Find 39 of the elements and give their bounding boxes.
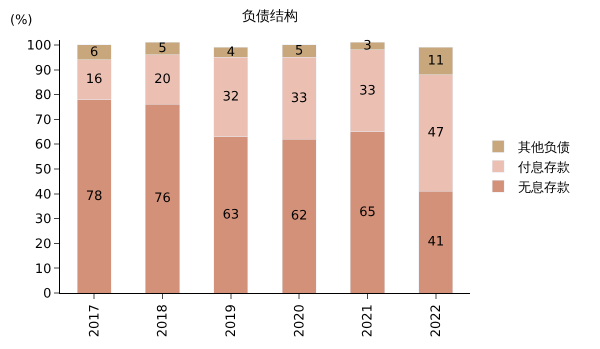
x-tick-label: 2019 <box>224 304 240 338</box>
y-tick-label: 20 <box>34 236 52 252</box>
x-tick-label: 2017 <box>87 304 102 338</box>
y-tick-label: 40 <box>34 187 52 202</box>
data-label: 4 <box>226 44 235 60</box>
y-tick-label: 100 <box>26 38 52 54</box>
y-tick-label: 60 <box>34 138 52 153</box>
y-axis-title: (%) <box>10 13 32 28</box>
legend-label: 其他负债 <box>518 140 570 156</box>
data-label: 76 <box>154 191 171 206</box>
data-label: 33 <box>359 83 376 98</box>
y-tick-label: 80 <box>34 88 52 104</box>
data-label: 78 <box>86 188 102 204</box>
data-label: 16 <box>86 72 102 88</box>
y-tick-label: 90 <box>34 63 52 78</box>
data-label: 5 <box>158 41 167 56</box>
y-tick-label: 70 <box>34 112 52 128</box>
data-label: 41 <box>428 234 444 250</box>
data-label: 65 <box>359 204 376 220</box>
data-label: 33 <box>290 90 308 106</box>
x-tick-label: 2020 <box>292 304 308 338</box>
data-label: 32 <box>222 90 240 105</box>
data-label: 63 <box>222 207 240 222</box>
y-tick-label: 10 <box>34 262 52 277</box>
y-tick-label: 50 <box>34 162 52 178</box>
x-tick-label: 2021 <box>360 304 376 338</box>
x-tick-label: 2022 <box>429 304 444 338</box>
y-tick-label: 0 <box>43 286 52 302</box>
legend-label: 付息存款 <box>517 160 570 176</box>
data-label: 6 <box>90 44 98 60</box>
data-label: 20 <box>154 72 171 88</box>
data-label: 5 <box>295 44 304 59</box>
chart-title: 负债结构 <box>242 8 298 24</box>
data-label: 11 <box>428 54 444 69</box>
data-label: 47 <box>428 126 444 141</box>
legend-label: 无息存款 <box>518 180 570 196</box>
x-tick-label: 2018 <box>156 304 171 338</box>
data-label: 62 <box>290 208 308 224</box>
y-tick-label: 30 <box>34 212 52 228</box>
